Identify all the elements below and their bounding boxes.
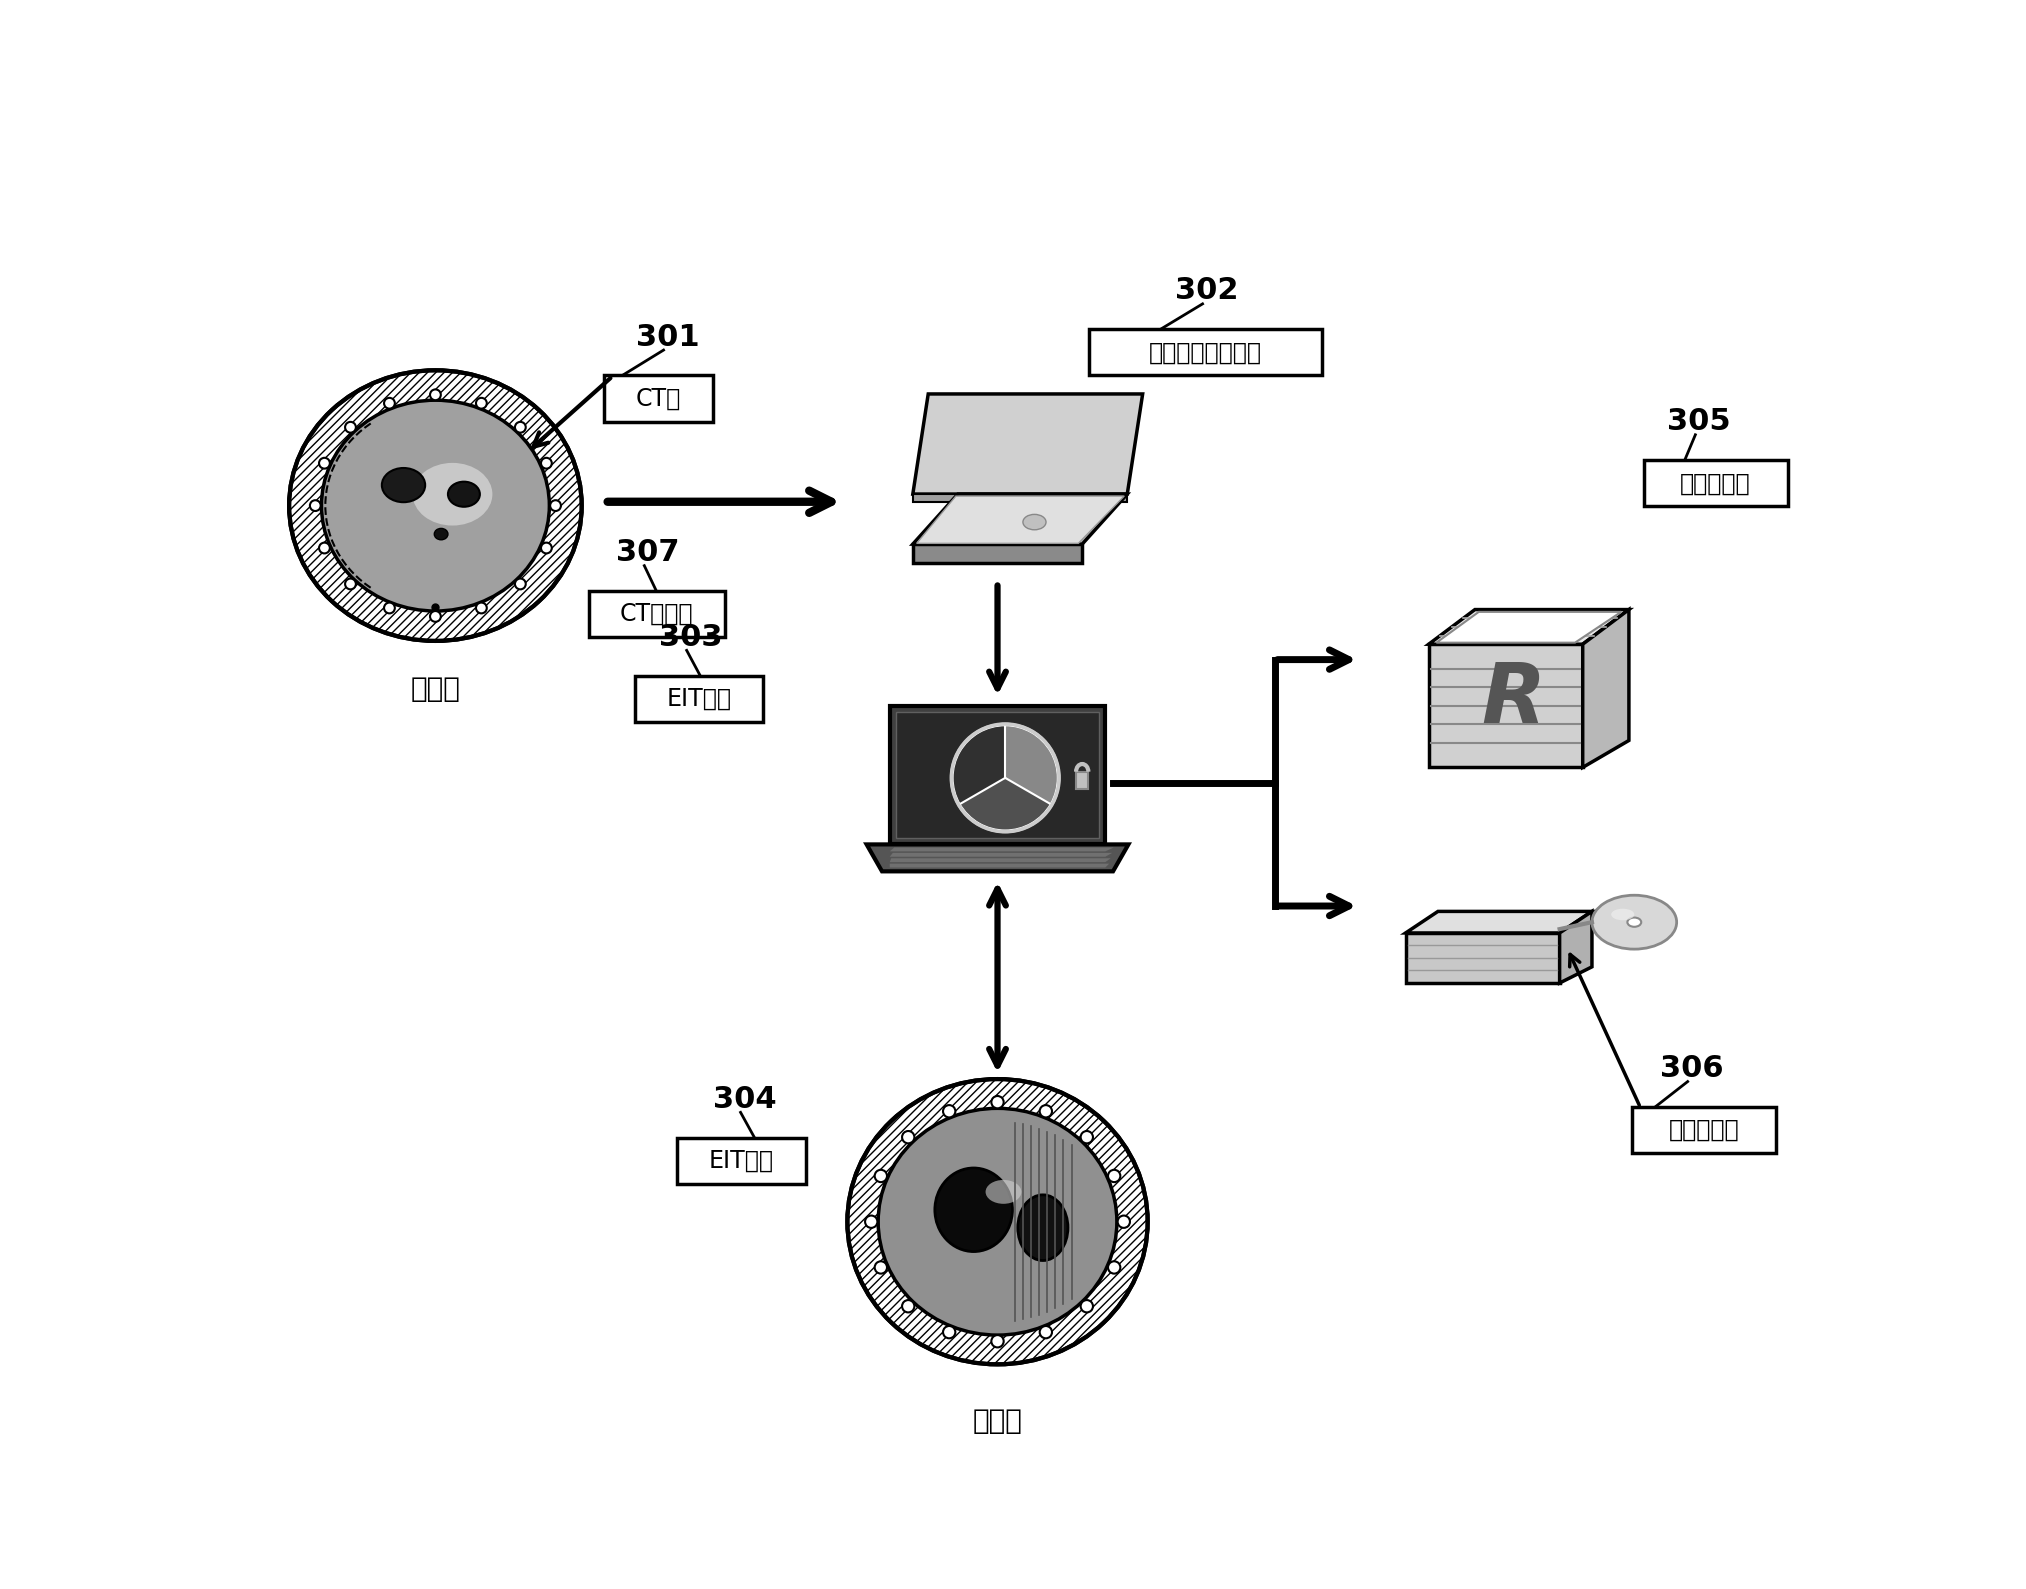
Circle shape	[430, 389, 442, 400]
Polygon shape	[889, 864, 1108, 868]
Polygon shape	[867, 844, 1128, 871]
FancyBboxPatch shape	[590, 591, 725, 637]
Text: CT机: CT机	[636, 386, 681, 410]
Circle shape	[952, 725, 1060, 831]
Ellipse shape	[1023, 515, 1045, 529]
Polygon shape	[889, 847, 1114, 852]
Polygon shape	[1428, 644, 1582, 767]
Circle shape	[344, 421, 357, 432]
Ellipse shape	[1017, 1195, 1068, 1260]
Circle shape	[476, 397, 486, 408]
Text: 数字化图像扫描仪: 数字化图像扫描仪	[1149, 340, 1262, 364]
Ellipse shape	[934, 1168, 1013, 1252]
FancyBboxPatch shape	[1633, 1108, 1777, 1154]
Polygon shape	[1560, 912, 1592, 984]
Text: 待测体: 待测体	[411, 675, 460, 702]
Ellipse shape	[434, 529, 448, 540]
Circle shape	[1108, 1170, 1120, 1182]
FancyBboxPatch shape	[677, 1138, 806, 1184]
Circle shape	[344, 578, 357, 590]
Circle shape	[1080, 1300, 1092, 1313]
Circle shape	[515, 578, 525, 590]
Wedge shape	[960, 779, 1049, 829]
Polygon shape	[895, 712, 1100, 839]
Polygon shape	[914, 494, 1126, 543]
FancyBboxPatch shape	[604, 375, 713, 421]
Ellipse shape	[1627, 917, 1641, 926]
Circle shape	[991, 1335, 1003, 1347]
Polygon shape	[1406, 933, 1560, 984]
Polygon shape	[914, 494, 1126, 502]
Text: CT定标物: CT定标物	[620, 602, 693, 626]
Text: 305: 305	[1667, 407, 1730, 437]
Circle shape	[942, 1104, 956, 1117]
Circle shape	[942, 1325, 956, 1338]
Ellipse shape	[290, 370, 581, 640]
Ellipse shape	[1611, 909, 1635, 920]
Ellipse shape	[1592, 895, 1678, 949]
Text: 301: 301	[636, 323, 699, 351]
Wedge shape	[954, 726, 1005, 804]
Text: 307: 307	[616, 539, 681, 567]
Wedge shape	[1005, 726, 1058, 804]
Polygon shape	[916, 496, 1124, 543]
Text: 302: 302	[1175, 276, 1238, 305]
Circle shape	[1039, 1325, 1051, 1338]
Circle shape	[541, 542, 551, 553]
Circle shape	[318, 458, 330, 469]
Text: EIT系统: EIT系统	[667, 686, 731, 710]
Ellipse shape	[985, 1181, 1021, 1204]
Circle shape	[991, 1096, 1003, 1109]
Circle shape	[318, 542, 330, 553]
Ellipse shape	[847, 1079, 1147, 1365]
Polygon shape	[1076, 772, 1088, 790]
Polygon shape	[1428, 610, 1629, 644]
Text: 303: 303	[658, 623, 721, 651]
Polygon shape	[914, 543, 1082, 564]
Polygon shape	[1436, 612, 1621, 642]
Polygon shape	[1406, 912, 1592, 933]
Text: 光盘刻录机: 光盘刻录机	[1669, 1119, 1738, 1142]
Circle shape	[875, 1170, 887, 1182]
Circle shape	[476, 602, 486, 613]
Polygon shape	[914, 394, 1143, 494]
Polygon shape	[889, 853, 1112, 856]
Circle shape	[310, 501, 320, 512]
FancyBboxPatch shape	[1643, 461, 1787, 507]
Polygon shape	[1582, 610, 1629, 767]
Circle shape	[1039, 1104, 1051, 1117]
Circle shape	[875, 1262, 887, 1274]
Ellipse shape	[877, 1109, 1116, 1335]
Ellipse shape	[448, 481, 480, 507]
Text: 304: 304	[713, 1085, 776, 1114]
Polygon shape	[889, 706, 1106, 844]
Text: R: R	[1481, 659, 1546, 740]
Circle shape	[430, 612, 442, 621]
Circle shape	[515, 421, 525, 432]
Circle shape	[541, 458, 551, 469]
Circle shape	[902, 1131, 914, 1144]
Circle shape	[385, 397, 395, 408]
Circle shape	[902, 1300, 914, 1313]
Text: 待测体: 待测体	[972, 1406, 1023, 1435]
Ellipse shape	[413, 462, 492, 526]
Text: 胶片打印机: 胶片打印机	[1680, 472, 1750, 496]
Ellipse shape	[322, 400, 549, 612]
Circle shape	[865, 1216, 877, 1228]
Text: EIT电极: EIT电极	[709, 1149, 774, 1173]
Circle shape	[1118, 1216, 1131, 1228]
Ellipse shape	[381, 469, 425, 502]
FancyBboxPatch shape	[634, 675, 764, 721]
Text: 306: 306	[1659, 1054, 1724, 1084]
FancyBboxPatch shape	[1090, 329, 1321, 375]
Polygon shape	[889, 858, 1110, 863]
Circle shape	[385, 602, 395, 613]
Circle shape	[1080, 1131, 1092, 1144]
Circle shape	[551, 501, 561, 512]
Circle shape	[1108, 1262, 1120, 1274]
